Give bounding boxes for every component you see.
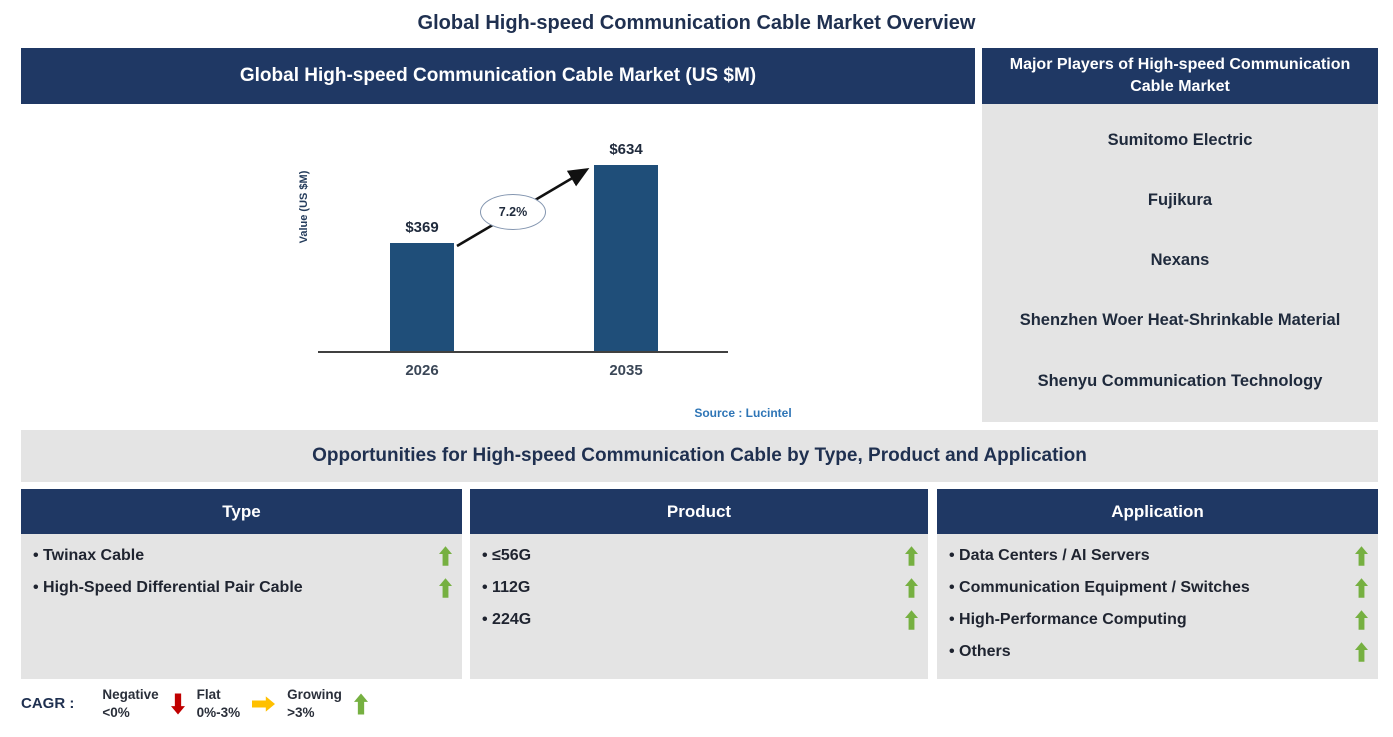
- chart-source-note: Source : Lucintel: [694, 406, 792, 420]
- legend-growing-name: Growing: [287, 687, 342, 702]
- chart-panel-header: Global High-speed Communication Cable Ma…: [21, 48, 975, 104]
- bar-value-2035: $634: [609, 141, 643, 158]
- type-column: Type Twinax Cable High-Speed Differentia…: [21, 489, 462, 679]
- list-item: 112G: [470, 572, 928, 604]
- legend-growing-range: >3%: [287, 704, 315, 720]
- growing-up-arrow-icon: [1355, 546, 1368, 566]
- list-item: Others: [937, 636, 1378, 668]
- players-list: Sumitomo Electric Fujikura Nexans Shenzh…: [982, 104, 1378, 422]
- cagr-legend: CAGR : Negative <0% Flat 0%-3% Growing >…: [21, 686, 380, 721]
- player-item: Nexans: [1150, 251, 1210, 270]
- bar-value-2026: $369: [405, 219, 439, 236]
- type-column-header: Type: [21, 489, 462, 534]
- list-item: ≤56G: [470, 540, 928, 572]
- product-column: Product ≤56G 112G 224G: [470, 489, 928, 679]
- list-item: Twinax Cable: [21, 540, 462, 572]
- type-item-label: High-Speed Differential Pair Cable: [33, 579, 439, 597]
- product-column-body: ≤56G 112G 224G: [470, 534, 928, 679]
- x-tick-2026: 2026: [405, 362, 439, 379]
- opportunities-title-band: Opportunities for High-speed Communicati…: [21, 430, 1378, 482]
- growing-up-arrow-icon: [353, 693, 368, 715]
- type-item-label: Twinax Cable: [33, 547, 439, 565]
- product-item-label: 224G: [482, 611, 905, 629]
- application-column-body: Data Centers / AI Servers Communication …: [937, 534, 1378, 679]
- growing-up-arrow-icon: [439, 578, 452, 598]
- player-item: Shenzhen Woer Heat-Shrinkable Material: [1019, 311, 1341, 330]
- chart-y-axis-label: Value (US $M): [298, 170, 310, 244]
- legend-flat-name: Flat: [196, 687, 221, 702]
- list-item: High-Speed Differential Pair Cable: [21, 572, 462, 604]
- list-item: Communication Equipment / Switches: [937, 572, 1378, 604]
- growing-up-arrow-icon: [1355, 610, 1368, 630]
- players-panel-header: Major Players of High-speed Communicatio…: [982, 48, 1378, 104]
- legend-negative-range: <0%: [102, 704, 130, 720]
- cagr-oval-badge: 7.2%: [480, 194, 546, 230]
- bar-2026: [390, 243, 454, 352]
- legend-growing-label: Growing >3%: [287, 686, 342, 721]
- application-item-label: Others: [949, 643, 1355, 661]
- flat-right-arrow-icon: [252, 695, 276, 712]
- application-item-label: Data Centers / AI Servers: [949, 547, 1355, 565]
- growing-up-arrow-icon: [905, 546, 918, 566]
- x-tick-2035: 2035: [609, 362, 643, 379]
- application-column-header: Application: [937, 489, 1378, 534]
- legend-flat-label: Flat 0%-3%: [197, 686, 241, 721]
- type-column-body: Twinax Cable High-Speed Differential Pai…: [21, 534, 462, 679]
- negative-down-arrow-icon: [170, 693, 185, 715]
- market-chart-panel: Global High-speed Communication Cable Ma…: [21, 48, 975, 422]
- major-players-panel: Major Players of High-speed Communicatio…: [982, 48, 1378, 422]
- growing-up-arrow-icon: [1355, 642, 1368, 662]
- chart-x-axis: [318, 351, 728, 353]
- list-item: High-Performance Computing: [937, 604, 1378, 636]
- application-item-label: High-Performance Computing: [949, 611, 1355, 629]
- list-item: Data Centers / AI Servers: [937, 540, 1378, 572]
- player-item: Sumitomo Electric: [1107, 131, 1253, 149]
- bar-2035: [594, 165, 658, 352]
- application-item-label: Communication Equipment / Switches: [949, 579, 1355, 597]
- product-item-label: ≤56G: [482, 547, 905, 565]
- growing-up-arrow-icon: [439, 546, 452, 566]
- player-item: Shenyu Communication Technology: [1037, 371, 1323, 390]
- growing-up-arrow-icon: [905, 610, 918, 630]
- cagr-legend-label: CAGR :: [21, 695, 75, 713]
- legend-negative-name: Negative: [102, 687, 159, 702]
- page-title: Global High-speed Communication Cable Ma…: [417, 12, 976, 34]
- product-column-header: Product: [470, 489, 928, 534]
- legend-flat-range: 0%-3%: [196, 704, 241, 720]
- growing-up-arrow-icon: [1355, 578, 1368, 598]
- growing-up-arrow-icon: [905, 578, 918, 598]
- player-item: Fujikura: [1147, 191, 1213, 210]
- application-column: Application Data Centers / AI Servers Co…: [937, 489, 1378, 679]
- list-item: 224G: [470, 604, 928, 636]
- product-item-label: 112G: [482, 579, 905, 597]
- legend-negative-label: Negative <0%: [102, 686, 158, 721]
